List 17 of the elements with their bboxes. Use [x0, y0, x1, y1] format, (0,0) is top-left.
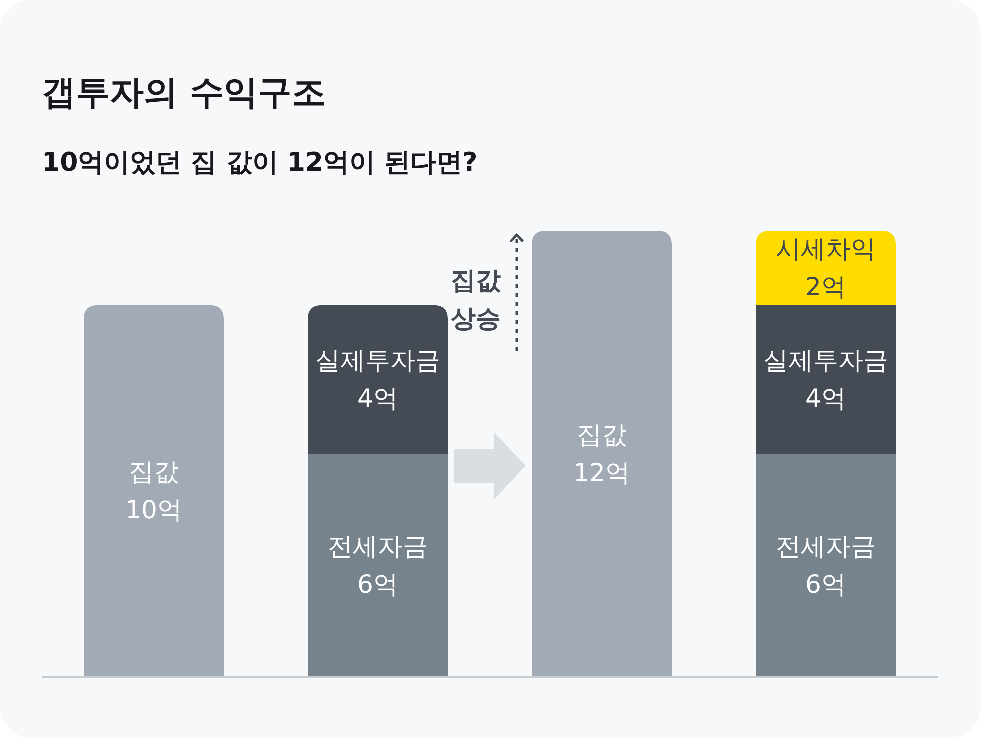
text: 전세자금	[776, 532, 876, 561]
chart-title: 갭투자의 수익구조	[42, 72, 326, 115]
text: 실제투자금	[764, 346, 888, 376]
text: 집값	[577, 420, 627, 450]
chart-subtitle: 10억이었던 집 값이 12억이 된다면?	[42, 147, 478, 180]
data-label: 2억	[806, 272, 846, 302]
data-label: 10억	[126, 496, 182, 525]
data-label: 4억	[806, 384, 846, 414]
series-label: 시세차익	[776, 234, 876, 264]
series-label: 전세자금	[328, 532, 428, 561]
data-label: 6억	[358, 570, 398, 599]
series-label: 집값	[129, 458, 179, 487]
data-label: 4억	[358, 384, 398, 414]
data-label: 12억	[574, 458, 630, 488]
data-label: 6억	[806, 570, 846, 599]
series-label: 실제투자금	[316, 346, 440, 376]
annotation: 집값 상승	[450, 265, 502, 335]
